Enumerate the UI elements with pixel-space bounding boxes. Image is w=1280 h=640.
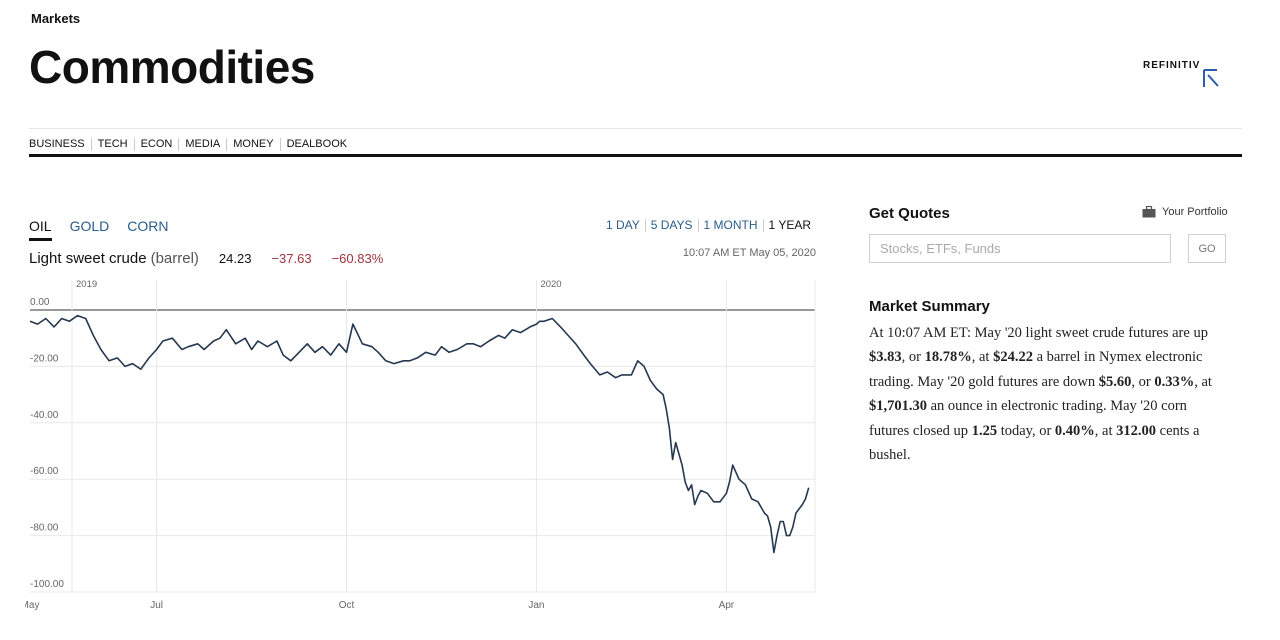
y-tick-label: -40.00 bbox=[30, 410, 59, 421]
go-button[interactable]: GO bbox=[1188, 234, 1226, 263]
search-input[interactable] bbox=[870, 235, 1170, 262]
summary-highlight: $1,701.30 bbox=[869, 398, 927, 415]
nav-item-econ[interactable]: ECON bbox=[133, 138, 179, 151]
summary-highlight: $3.83 bbox=[869, 349, 902, 366]
summary-run: a barrel in Nymex electronic trading. Ma… bbox=[869, 349, 1203, 390]
search-box bbox=[869, 234, 1171, 263]
briefcase-icon bbox=[1142, 206, 1156, 218]
summary-highlight: $24.22 bbox=[993, 349, 1033, 366]
price-change: −37.63 bbox=[271, 251, 312, 266]
y-tick-label: -60.00 bbox=[30, 466, 59, 477]
summary-run: At 10:07 AM ET: May '20 light sweet crud… bbox=[869, 325, 1208, 341]
y-tick-label: -100.00 bbox=[30, 579, 64, 590]
summary-run: an ounce in electronic trading. May '20 … bbox=[869, 398, 1187, 439]
section-label[interactable]: Markets bbox=[31, 11, 81, 26]
year-label: 2019 bbox=[76, 279, 97, 290]
summary-highlight: $5.60 bbox=[1098, 373, 1132, 390]
quote-timestamp: 10:07 AM ET May 05, 2020 bbox=[682, 247, 816, 259]
tab-gold[interactable]: GOLD bbox=[69, 218, 110, 234]
get-quotes-title: Get Quotes bbox=[869, 205, 950, 222]
refinitiv-mark-icon bbox=[1203, 69, 1220, 87]
range-tab-5-days[interactable]: 5 DAYS bbox=[644, 219, 698, 232]
summary-highlight: 1.25 bbox=[971, 422, 998, 439]
range-tabs: 1 DAY 5 DAYS 1 MONTH 1 YEAR bbox=[601, 219, 816, 232]
your-portfolio-link[interactable]: Your Portfolio bbox=[1142, 206, 1228, 218]
price-value: 24.23 bbox=[218, 251, 252, 266]
commodity-tabs: OIL GOLD CORN bbox=[29, 218, 187, 241]
price-change-percent: −60.83% bbox=[331, 251, 384, 266]
y-tick-label: -80.00 bbox=[30, 523, 59, 534]
range-tab-1-day[interactable]: 1 DAY bbox=[605, 218, 640, 232]
summary-run: , or bbox=[901, 349, 925, 366]
summary-run: , at bbox=[971, 349, 994, 366]
summary-highlight: 0.40% bbox=[1054, 422, 1095, 439]
summary-run: , at bbox=[1094, 422, 1117, 439]
summary-highlight: 18.78% bbox=[924, 349, 972, 366]
summary-highlight: 0.33% bbox=[1154, 373, 1195, 390]
commodity-name: Light sweet crude bbox=[29, 250, 147, 267]
summary-run: today, or bbox=[997, 422, 1055, 439]
price-chart: 0.00 -20.00 -40.00 -60.00 -80.00 -100.00 2019 2… bbox=[25, 279, 816, 611]
market-summary-text: At 10:07 AM ET: May '20 light sweet crud… bbox=[869, 321, 1229, 467]
series-line bbox=[29, 314, 810, 554]
x-tick-label: Oct bbox=[339, 600, 355, 611]
section-nav: BUSINESS TECH ECON MEDIA MONEY DEALBOOK bbox=[29, 138, 353, 151]
quote-line: Light sweet crude (barrel) 24.23 −37.63 … bbox=[29, 250, 383, 267]
summary-run: , or bbox=[1131, 373, 1155, 390]
top-divider bbox=[29, 128, 1242, 129]
x-tick-label: May bbox=[25, 600, 39, 611]
refinitiv-logo[interactable]: REFINITIV bbox=[1143, 60, 1220, 88]
portfolio-label: Your Portfolio bbox=[1162, 206, 1228, 218]
range-tab-1-month[interactable]: 1 MONTH bbox=[697, 219, 763, 232]
market-summary-title: Market Summary bbox=[869, 298, 990, 315]
nav-divider bbox=[29, 154, 1242, 157]
nav-item-dealbook[interactable]: DEALBOOK bbox=[279, 138, 354, 151]
y-tick-label: 0.00 bbox=[30, 297, 50, 308]
nav-item-media[interactable]: MEDIA bbox=[178, 138, 226, 151]
page-title: Commodities bbox=[29, 41, 315, 93]
summary-run: cents a bushel. bbox=[869, 422, 1200, 464]
nav-item-money[interactable]: MONEY bbox=[226, 138, 279, 151]
commodity-unit: (barrel) bbox=[150, 250, 199, 267]
range-tab-1-year[interactable]: 1 YEAR bbox=[762, 219, 816, 232]
y-tick-label: -20.00 bbox=[30, 353, 59, 364]
summary-run: , at bbox=[1194, 373, 1212, 390]
tab-oil[interactable]: OIL bbox=[29, 218, 52, 241]
logo-text: REFINITIV bbox=[1143, 60, 1201, 71]
x-tick-label: Jul bbox=[150, 600, 163, 611]
year-label: 2020 bbox=[540, 279, 561, 290]
nav-item-tech[interactable]: TECH bbox=[90, 138, 134, 151]
nav-item-business[interactable]: BUSINESS bbox=[29, 138, 85, 150]
x-tick-label: Jan bbox=[528, 600, 544, 611]
tab-corn[interactable]: CORN bbox=[127, 218, 169, 234]
x-tick-label: Apr bbox=[719, 600, 735, 611]
summary-highlight: 312.00 bbox=[1116, 422, 1157, 439]
